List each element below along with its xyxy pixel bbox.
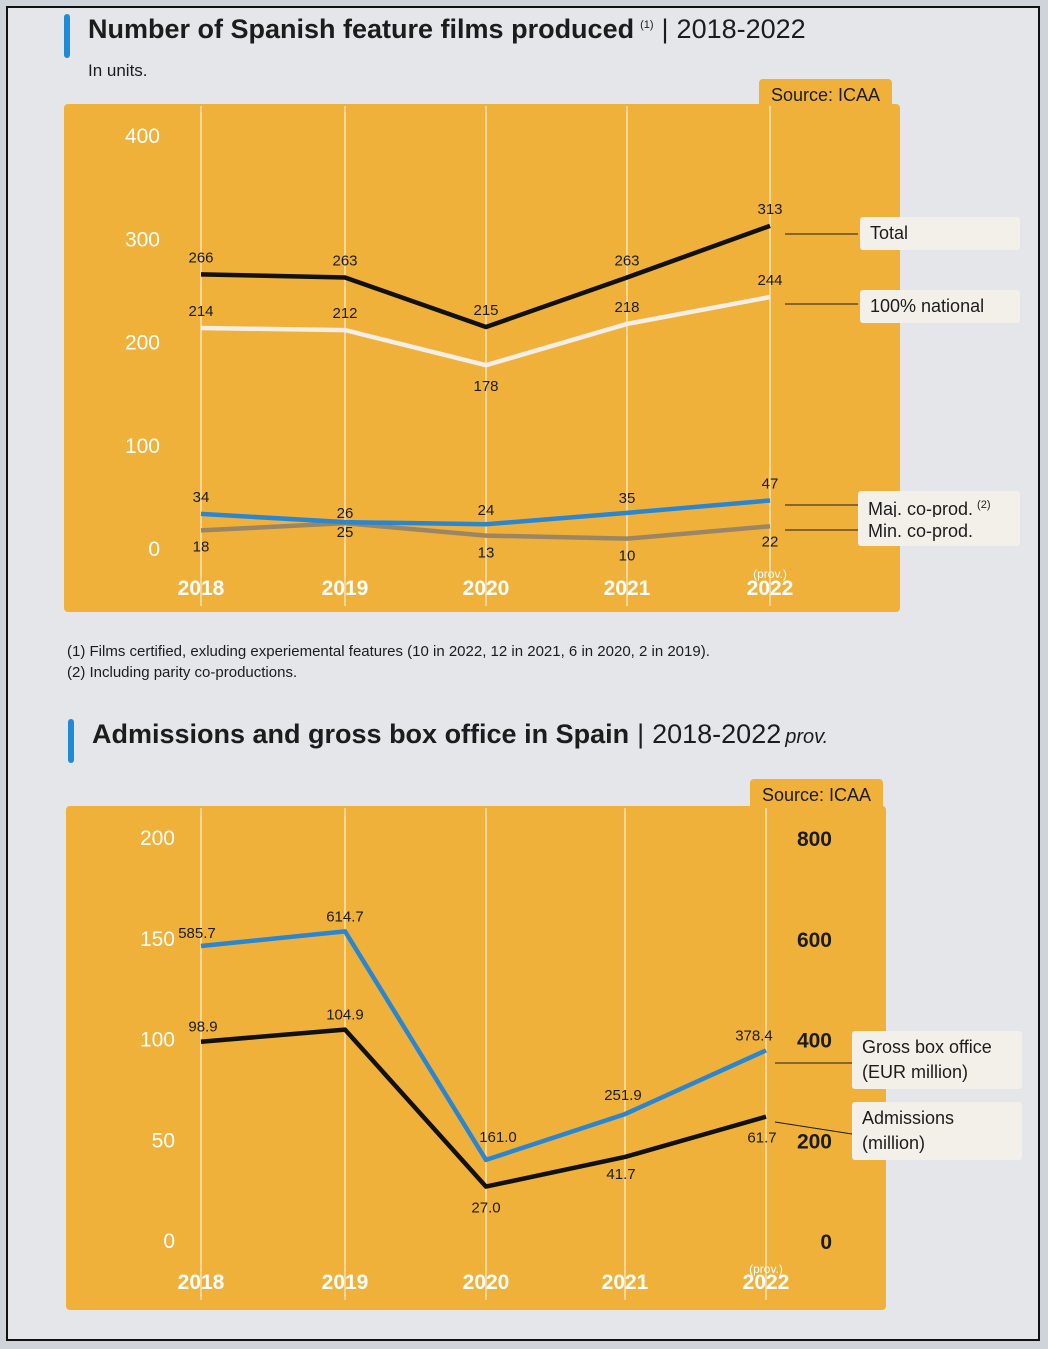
chart1-label-2-2018: 34 xyxy=(193,489,210,506)
chart1-footnotes: (1) Films certified, exluding experiemen… xyxy=(67,641,710,683)
chart2-label-admissions-2020: 27.0 xyxy=(471,1200,500,1217)
chart1-svg: 0 100 200 300 400 2018 2019 2020 2021 2022(prov.)… xyxy=(125,106,858,606)
chart1-footnote-1: (1) Films certified, exluding experiemen… xyxy=(67,643,710,660)
chart2-xtick-2018: 2018 xyxy=(178,1271,225,1294)
chart1-label-3-2020: 13 xyxy=(478,545,495,562)
chart2-title-row: Admissions and gross box office in Spain… xyxy=(92,719,828,750)
chart2-label-gross-2020: 161.0 xyxy=(479,1129,517,1146)
chart1-ytick-400: 400 xyxy=(125,125,160,148)
chart1-title-row: Number of Spanish feature films produced… xyxy=(88,14,806,45)
chart1-line-1 xyxy=(200,294,771,368)
chart1-label-3-2018: 18 xyxy=(193,538,210,555)
chart1-legend-maj-label: Maj. co-prod. xyxy=(868,499,974,519)
chart1-line-0 xyxy=(200,223,771,330)
chart2-legend-admissions-line1: Admissions xyxy=(862,1108,955,1128)
chart2-title: Admissions and gross box office in Spain xyxy=(92,719,630,749)
chart1-legend-maj-note: (2) xyxy=(977,499,991,511)
chart1-footnote-2: (2) Including parity co-productions. xyxy=(67,664,298,681)
chart2-legend-gross: Gross box office (EUR million) xyxy=(852,1031,1022,1089)
chart1-label-0-2018: 266 xyxy=(188,249,213,266)
chart1-label-3-2019: 25 xyxy=(337,524,354,541)
chart2-ytick-right-400: 400 xyxy=(797,1030,832,1053)
chart2-label-gross-2018: 585.7 xyxy=(178,925,216,942)
chart1-label-1-2022: 244 xyxy=(757,272,782,289)
chart1-label-3-2021: 10 xyxy=(619,548,636,565)
chart1-xtick-2019: 2019 xyxy=(322,577,369,600)
chart1-title: Number of Spanish feature films produced xyxy=(88,14,635,44)
chart1-label-1-2018: 214 xyxy=(188,303,213,320)
chart2-label-admissions-2021: 41.7 xyxy=(606,1166,635,1183)
chart1-label-0-2021: 263 xyxy=(614,252,639,269)
chart1-label-2-2021: 35 xyxy=(619,490,636,507)
chart1-xtick-note-2022: (prov.) xyxy=(753,567,787,581)
chart1-xtick-2020: 2020 xyxy=(463,577,510,600)
chart2-legend-admissions: Admissions (million) xyxy=(852,1102,1022,1160)
chart1-label-2-2020: 24 xyxy=(478,502,495,519)
chart1-xtick-2022: 2022 xyxy=(747,577,794,600)
chart1-xtick-2018: 2018 xyxy=(178,577,225,600)
chart1-label-0-2022: 313 xyxy=(757,201,782,218)
chart2-xtick-2021: 2021 xyxy=(602,1271,649,1294)
chart1-ytick-100: 100 xyxy=(125,435,160,458)
chart2-ytick-right-0: 0 xyxy=(820,1231,832,1254)
chart1-label-1-2019: 212 xyxy=(332,305,357,322)
chart1-legend-national-label: 100% national xyxy=(870,296,985,316)
chart2-label-admissions-2022: 61.7 xyxy=(747,1130,776,1147)
chart2-title-accent xyxy=(68,719,74,763)
chart1-legend-total: Total xyxy=(860,217,1020,250)
chart2-ytick-right-200: 200 xyxy=(797,1130,832,1153)
chart2-ytick-left-50: 50 xyxy=(152,1129,175,1152)
chart1-label-3-2022: 22 xyxy=(762,533,779,550)
chart2-ytick-right-800: 800 xyxy=(797,828,832,851)
chart2-ytick-left-200: 200 xyxy=(140,827,175,850)
chart2-legend-admissions-line2: (million) xyxy=(862,1133,925,1153)
chart1-label-1-2020: 178 xyxy=(473,378,498,395)
chart1-legend-national: 100% national xyxy=(860,290,1020,323)
chart2-label-gross-2019: 614.7 xyxy=(326,908,364,925)
chart1-label-2-2019: 26 xyxy=(337,505,354,522)
chart1-period: 2018-2022 xyxy=(676,14,806,44)
chart1-label-1-2021: 218 xyxy=(614,299,639,316)
chart2-legend-gross-line1: Gross box office xyxy=(862,1037,992,1057)
chart2-xtick-2019: 2019 xyxy=(322,1271,369,1294)
chart1-title-separator: | xyxy=(661,14,669,44)
chart1-line-2 xyxy=(200,498,771,527)
chart2-xtick-2020: 2020 xyxy=(463,1271,510,1294)
chart1-label-2-2022: 47 xyxy=(762,475,779,492)
chart2-period-note: prov. xyxy=(785,726,829,748)
chart2-ytick-left-0: 0 xyxy=(163,1230,175,1253)
chart2-line-0 xyxy=(200,929,767,1163)
chart1-line-3 xyxy=(200,520,771,541)
chart1-title-accent xyxy=(64,14,70,58)
chart2-label-gross-2022: 378.4 xyxy=(735,1027,773,1044)
chart2-leader-admissions xyxy=(774,1121,853,1135)
chart2-line-1 xyxy=(200,1027,767,1189)
chart2-label-admissions-2018: 98.9 xyxy=(188,1019,217,1036)
chart2-label-admissions-2019: 104.9 xyxy=(326,1007,364,1024)
chart1-ytick-0: 0 xyxy=(148,538,160,561)
chart2-label-gross-2021: 251.9 xyxy=(604,1087,642,1104)
chart1-legend-min-label: Min. co-prod. xyxy=(868,521,974,541)
chart1-ytick-300: 300 xyxy=(125,228,160,251)
chart2-ytick-left-150: 150 xyxy=(140,928,175,951)
chart1-label-0-2019: 263 xyxy=(332,252,357,269)
chart1-subtitle: In units. xyxy=(88,61,148,80)
chart1-legend-total-label: Total xyxy=(870,223,909,243)
chart1-xtick-2021: 2021 xyxy=(604,577,651,600)
chart2-xtick-2022: 2022 xyxy=(743,1271,790,1294)
chart1-title-note: (1) xyxy=(640,19,654,31)
chart1-ytick-200: 200 xyxy=(125,332,160,355)
chart2-ytick-right-600: 600 xyxy=(797,929,832,952)
chart2-xtick-note-2022: (prov.) xyxy=(749,1262,783,1276)
chart2-title-separator: | xyxy=(637,719,645,749)
chart1-legend-min: Min. co-prod. xyxy=(858,517,1020,546)
chart2-period: 2018-2022 xyxy=(652,719,782,749)
chart2-legend-gross-line2: (EUR million) xyxy=(862,1062,969,1082)
chart1-label-0-2020: 215 xyxy=(473,302,498,319)
chart2-ytick-left-100: 100 xyxy=(140,1029,175,1052)
